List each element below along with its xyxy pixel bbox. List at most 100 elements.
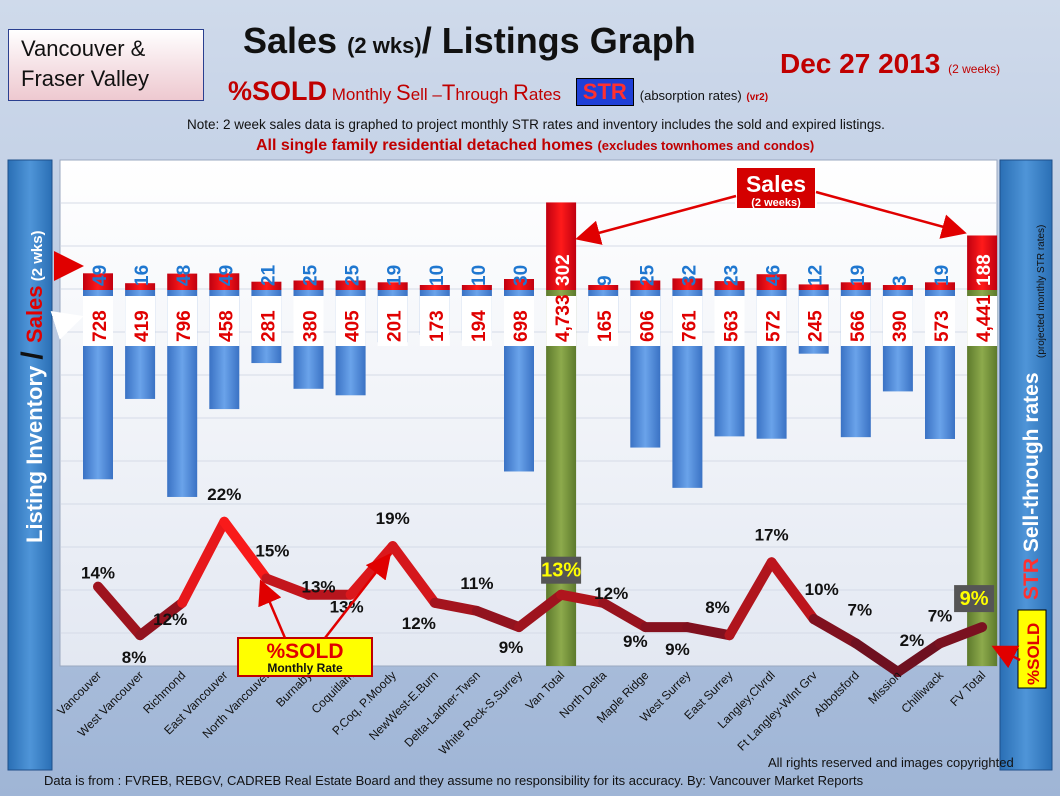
report-date: Dec 27 2013 (2 weeks) (780, 48, 1000, 80)
sold-callout-arrow-right (324, 553, 392, 639)
sales-bar (377, 282, 408, 290)
str-value-label: 13% (301, 578, 335, 597)
inventory-label-bg (461, 296, 492, 346)
inventory-value-label: 606 (637, 310, 658, 342)
subtitle-ates: ates (528, 85, 562, 104)
str-value-label: 13% (541, 560, 581, 582)
sales-bar (798, 284, 829, 290)
x-axis-label: Delta-Ladner-Twsn (401, 668, 483, 750)
data-labels: 728 49 419 16 796 48 458 49 281 21 380 25 405 25 201 19… (81, 254, 998, 667)
left-axis-title: Listing Inventory / Sales (2 wks) (16, 230, 49, 543)
str-value-label: 14% (81, 564, 115, 583)
str-line-segment (598, 597, 651, 633)
inventory-label-bg (209, 296, 240, 346)
str-value-label: 10% (805, 580, 839, 599)
inventory-label-bg (756, 296, 787, 346)
inventory-value-label: 173 (427, 310, 448, 342)
sales-value-label: 188 (974, 254, 995, 286)
inventory-value-label: 201 (385, 310, 406, 342)
str-value-label: 12% (153, 610, 187, 629)
sales-bar (840, 282, 871, 290)
sales-bar (461, 285, 492, 290)
inventory-value-label: 458 (216, 310, 237, 342)
sales-bar (125, 283, 156, 290)
inventory-label-bg (125, 296, 156, 346)
sales-value-label: 25 (343, 264, 364, 286)
x-axis-label: Ft Langley-Wlnt Grv (734, 668, 819, 753)
x-axis-label: FV Total (947, 668, 988, 709)
sales-bar (967, 235, 998, 290)
sales-bar (251, 281, 282, 290)
inventory-label-bg (167, 296, 198, 346)
str-line-segment (682, 622, 735, 641)
sales-callout-arrow-left (575, 194, 737, 245)
inventory-label-bg (588, 296, 619, 346)
inventory-label-bg (672, 296, 703, 346)
sales-bar (672, 278, 703, 290)
inventory-label-bg (630, 296, 661, 346)
str-value-label: 9% (623, 632, 648, 651)
region-line-1: Vancouver & (21, 36, 146, 61)
scope-text: All single family residential detached h… (256, 137, 814, 155)
right-sold-arrow (991, 645, 1021, 669)
inventory-pointer-arrow (50, 310, 84, 340)
str-total-label-bg (954, 585, 995, 613)
str-value-label: 15% (255, 542, 289, 561)
inventory-value-label: 405 (343, 310, 364, 342)
str-line-segment (514, 589, 567, 633)
date-note: (2 weeks) (948, 62, 1001, 76)
sales-value-label: 46 (764, 265, 785, 286)
left-axis-title-paren: (2 wks) (29, 230, 46, 285)
inventory-label-bg (419, 296, 450, 346)
sales-bar (504, 279, 534, 290)
subtitle-monthly: Monthly (331, 85, 396, 104)
date-value: Dec 27 2013 (780, 48, 941, 79)
chart-title: Sales (2 wks)/ Listings Graph (243, 20, 696, 62)
inventory-value-label: 573 (932, 310, 953, 342)
str-value-label: 8% (122, 648, 147, 667)
inventory-value-label: 390 (890, 310, 911, 342)
sales-value-label: 25 (301, 264, 322, 286)
str-value-label: 7% (848, 600, 873, 619)
inventory-value-label: 728 (90, 310, 111, 342)
sales-value-label: 16 (132, 265, 153, 286)
subtitle-version: (vr2) (746, 92, 769, 103)
inventory-value-label: 380 (301, 310, 322, 342)
str-line-segment (892, 638, 945, 677)
sales-callout-sub: (2 weeks) (751, 197, 801, 209)
copyright-note: All rights reserved and images copyright… (768, 755, 1014, 770)
sales-value-label: 19 (385, 265, 406, 286)
sales-bar (546, 202, 577, 290)
str-total-label-bg (541, 556, 582, 584)
sales-callout-label: Sales (746, 171, 806, 197)
sold-callout: %SOLD Monthly Rate (237, 553, 392, 677)
str-value-label: 17% (755, 525, 789, 544)
right-sold-box (1017, 609, 1047, 689)
sales-value-label: 10 (469, 265, 490, 286)
inventory-label-bg (798, 296, 829, 346)
x-axis-label: Abbotsford (811, 668, 862, 719)
sales-bar (588, 285, 619, 290)
str-value-label: 9% (665, 640, 690, 659)
str-line-segment (724, 557, 777, 641)
str-line (93, 516, 988, 677)
sales-value-label: 49 (216, 265, 237, 286)
inventory-label-bg (335, 296, 366, 346)
x-axis-label: White Rock-S.Surrey (436, 668, 525, 757)
str-line-segment (219, 516, 272, 584)
x-axis-label: Chilliwack (899, 668, 947, 716)
sales-value-label: 49 (90, 265, 111, 286)
sales-value-label: 25 (637, 264, 658, 286)
str-line-segment (808, 614, 861, 649)
str-value-label: 9% (499, 638, 524, 657)
inventory-label-bg (967, 296, 998, 346)
inventory-value-label: 761 (679, 310, 700, 342)
sold-callout-sub: Monthly Rate (267, 661, 343, 675)
sales-value-label: 32 (679, 265, 700, 286)
inventory-value-label: 419 (132, 310, 153, 342)
scope-main: All single family residential detached h… (256, 137, 593, 154)
subtitle-r: R (513, 80, 529, 105)
subtitle-hrough: hrough (455, 85, 513, 104)
title-paren: (2 wks) (347, 33, 422, 58)
